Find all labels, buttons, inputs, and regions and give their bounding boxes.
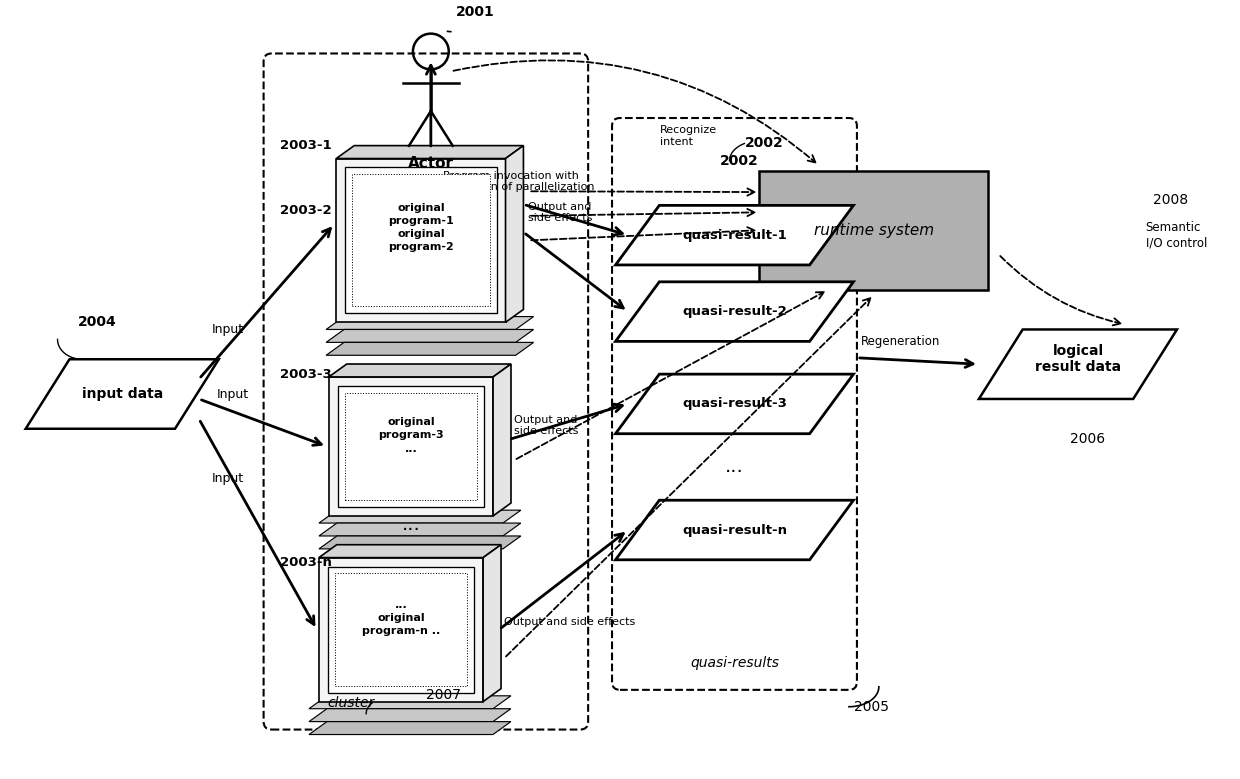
Polygon shape	[336, 146, 523, 158]
Polygon shape	[615, 282, 853, 341]
Text: cluster: cluster	[327, 696, 374, 710]
FancyBboxPatch shape	[336, 158, 506, 323]
Polygon shape	[978, 330, 1177, 399]
Text: Input: Input	[217, 387, 249, 400]
Polygon shape	[319, 510, 521, 523]
Polygon shape	[326, 343, 533, 355]
Polygon shape	[484, 545, 501, 702]
Text: Recognize
intent: Recognize intent	[660, 125, 717, 146]
FancyBboxPatch shape	[352, 174, 490, 306]
Text: original
program-3
...: original program-3 ...	[378, 417, 444, 453]
Polygon shape	[615, 374, 853, 434]
Text: 2006: 2006	[1070, 432, 1105, 446]
Text: Input: Input	[212, 323, 244, 336]
Polygon shape	[494, 364, 511, 516]
FancyBboxPatch shape	[759, 171, 988, 290]
Polygon shape	[309, 696, 511, 709]
Text: quasi-result-n: quasi-result-n	[682, 523, 787, 537]
Text: quasi-result-2: quasi-result-2	[682, 305, 787, 318]
Text: logical
result data: logical result data	[1035, 344, 1121, 375]
FancyBboxPatch shape	[345, 393, 477, 500]
Text: 2008: 2008	[1153, 193, 1188, 207]
FancyBboxPatch shape	[327, 566, 474, 693]
Text: 2007: 2007	[425, 688, 461, 702]
Text: ...
original
program-n ..: ... original program-n ..	[362, 600, 440, 636]
Polygon shape	[309, 721, 511, 735]
Text: 2005: 2005	[854, 700, 889, 714]
Text: 2002: 2002	[719, 153, 759, 167]
Text: ...: ...	[402, 515, 420, 534]
Text: 2004: 2004	[77, 315, 117, 330]
Polygon shape	[319, 523, 521, 536]
Text: Input: Input	[212, 472, 244, 485]
Polygon shape	[506, 146, 523, 323]
FancyBboxPatch shape	[329, 377, 494, 516]
Text: 2003-2: 2003-2	[279, 204, 331, 217]
Polygon shape	[615, 500, 853, 560]
Polygon shape	[326, 316, 533, 330]
Text: Semantic
I/O control: Semantic I/O control	[1146, 221, 1207, 249]
FancyBboxPatch shape	[319, 558, 484, 702]
Polygon shape	[26, 359, 218, 428]
Text: ...: ...	[725, 457, 744, 477]
Text: runtime system: runtime system	[813, 223, 934, 238]
Text: 2002: 2002	[744, 136, 784, 150]
Text: original
program-1
original
program-2: original program-1 original program-2	[388, 203, 454, 252]
Polygon shape	[326, 330, 533, 343]
Polygon shape	[319, 536, 521, 549]
Text: input data: input data	[82, 387, 162, 401]
Text: 2003-3: 2003-3	[279, 368, 331, 381]
Text: Output and
side effects: Output and side effects	[528, 202, 593, 224]
Polygon shape	[309, 709, 511, 721]
Text: Output and
side effects: Output and side effects	[513, 414, 578, 436]
Text: Regeneration: Regeneration	[861, 335, 940, 348]
Text: 2003-n: 2003-n	[279, 556, 331, 569]
FancyBboxPatch shape	[345, 167, 496, 313]
Text: 2003-1: 2003-1	[279, 139, 331, 153]
Polygon shape	[319, 545, 501, 558]
Text: Actor: Actor	[408, 156, 454, 171]
Text: quasi-results: quasi-results	[689, 656, 779, 670]
Text: quasi-result-1: quasi-result-1	[682, 229, 787, 241]
Polygon shape	[615, 206, 853, 265]
FancyBboxPatch shape	[337, 386, 484, 507]
FancyBboxPatch shape	[335, 573, 467, 686]
Polygon shape	[329, 364, 511, 377]
Text: quasi-result-3: quasi-result-3	[682, 397, 787, 411]
Text: Output and side effects: Output and side effects	[503, 618, 635, 627]
Text: Program invocation with
indication of parallelization: Program invocation with indication of pa…	[443, 171, 594, 192]
Text: 2001: 2001	[456, 5, 495, 19]
